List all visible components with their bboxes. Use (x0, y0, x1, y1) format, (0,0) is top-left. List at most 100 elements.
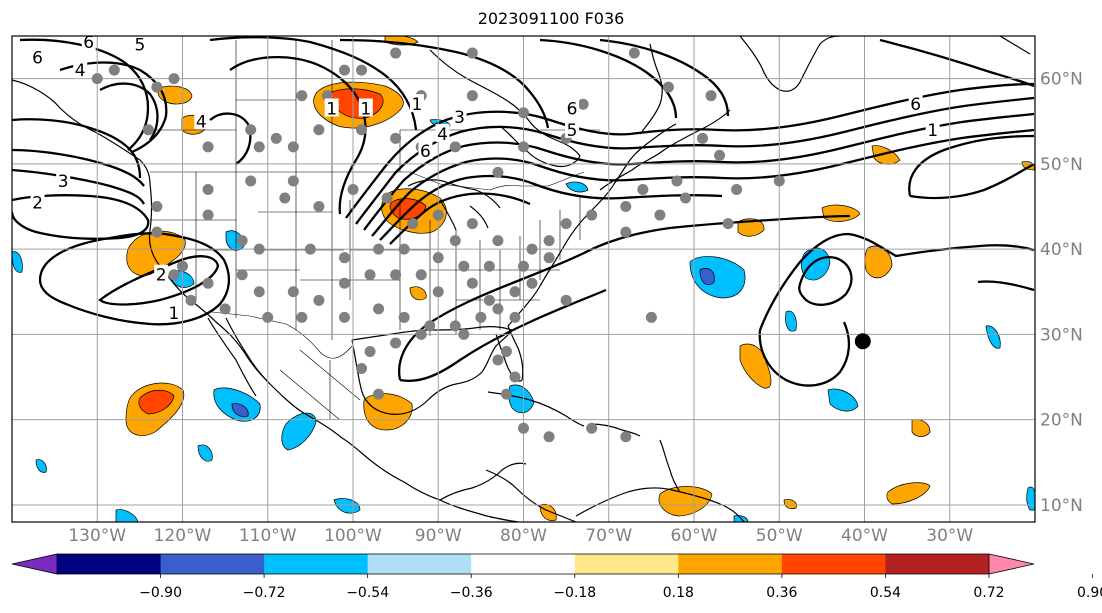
coastline-baja (207, 317, 271, 397)
contour-label: 2 (156, 266, 167, 286)
station-marker (236, 269, 248, 281)
station-marker (142, 124, 154, 136)
station-marker (347, 183, 359, 195)
station-marker (168, 73, 180, 85)
station-marker (245, 175, 257, 187)
station-marker (679, 192, 691, 204)
station-marker (390, 47, 402, 59)
station-marker (526, 277, 538, 289)
positive-anomaly-area (539, 503, 557, 521)
map-frame (11, 35, 1036, 523)
station-marker (705, 90, 717, 102)
station-marker (518, 422, 529, 434)
station-marker (722, 218, 734, 230)
station-marker (151, 226, 163, 238)
station-marker (432, 209, 444, 221)
latitude-label: 20°N (1040, 411, 1083, 431)
station-marker (560, 218, 572, 230)
station-marker (313, 124, 325, 136)
station-marker (364, 269, 376, 281)
station-marker (236, 235, 248, 247)
station-marker (296, 90, 308, 102)
contour-label: 4 (75, 61, 86, 81)
station-marker (466, 277, 478, 289)
contour-label-bg (435, 124, 450, 143)
contour-label-bg (418, 141, 433, 160)
station-marker (287, 141, 299, 153)
station-marker (509, 371, 521, 383)
station-marker (338, 277, 350, 289)
station-marker (671, 175, 683, 187)
station-marker (245, 124, 257, 136)
station-marker (91, 73, 103, 85)
longitude-label: 100°W (324, 526, 382, 546)
contour-label: 5 (567, 121, 578, 141)
longitude-labels: 130°W 120°W 110°W 100°W 90°W 80°W 70°W 60°W 50°W… (68, 526, 973, 546)
contour-label: 3 (58, 172, 69, 192)
positive-anomaly-area (409, 286, 427, 301)
latitude-label: 30°N (1040, 325, 1083, 345)
negative-anomaly-area (508, 384, 535, 414)
negative-anomaly-area (115, 509, 139, 522)
station-marker (483, 260, 495, 272)
longitude-label: 60°W (671, 526, 718, 546)
station-marker (637, 183, 649, 195)
station-marker (586, 209, 598, 221)
station-marker (356, 64, 368, 76)
station-marker (296, 311, 308, 323)
station-marker (560, 294, 572, 306)
station-marker (390, 269, 402, 281)
latitude-label: 40°N (1040, 240, 1083, 260)
contour-label: 1 (169, 304, 180, 324)
negative-anomaly-area (565, 181, 589, 193)
station-marker (177, 260, 188, 272)
station-marker (475, 311, 487, 323)
station-marker (492, 303, 504, 315)
coastline-hispaniola (589, 423, 641, 437)
station-marker (731, 183, 743, 195)
longitude-label: 110°W (239, 526, 297, 546)
station-marker (202, 141, 214, 153)
us-mexico-border (211, 311, 353, 359)
positive-anomaly-area (658, 486, 713, 517)
negative-anomaly-area (985, 325, 1001, 349)
contour-line (12, 194, 150, 240)
contour-line (12, 118, 142, 179)
station-marker (697, 132, 709, 144)
negative-anomaly-area (689, 256, 746, 299)
station-marker (458, 260, 470, 272)
contour-label-bg (30, 47, 45, 66)
contour-label: 6 (910, 95, 921, 115)
station-marker (338, 252, 350, 264)
positive-anomaly-area (737, 218, 765, 237)
station-marker (500, 388, 512, 400)
station-marker (509, 311, 521, 323)
station-marker (398, 311, 410, 323)
positive-anomaly-area (783, 499, 797, 510)
station-marker (449, 141, 461, 153)
contour-label-bg (565, 119, 580, 138)
contour-label-bg (73, 60, 88, 79)
station-marker (407, 218, 419, 230)
negative-anomaly-area (281, 412, 317, 451)
contour-line (99, 82, 159, 141)
contour-label: 6 (420, 142, 431, 162)
station-marker (253, 286, 265, 298)
us-canada-border (150, 171, 585, 191)
positive-anomaly-area (871, 145, 901, 165)
contour-line (879, 38, 1035, 88)
longitude-label: 80°W (500, 526, 547, 546)
coastline-iceland-fragment (999, 36, 1031, 55)
station-marker (492, 354, 504, 366)
coastline-florida (495, 325, 524, 382)
contour-label: 3 (454, 108, 465, 128)
station-marker (628, 47, 640, 59)
station-marker (338, 311, 350, 323)
station-marker (509, 286, 521, 298)
contour-label-bg (132, 36, 147, 53)
contour-line (209, 112, 252, 165)
contour-label-bg (81, 36, 96, 50)
longitude-label: 40°W (841, 526, 888, 546)
contour-label-bg (194, 111, 209, 130)
